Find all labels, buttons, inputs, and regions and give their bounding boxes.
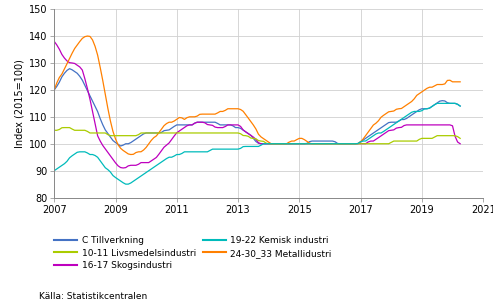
10-11 Livsmedelsindustri bbox=[136, 133, 141, 136]
19-22 Kemisk industri bbox=[123, 182, 129, 186]
Line: 19-22 Kemisk industri: 19-22 Kemisk industri bbox=[54, 103, 460, 184]
10-11 Livsmedelsindustri bbox=[457, 136, 463, 140]
Text: Källa: Statistikcentralen: Källa: Statistikcentralen bbox=[39, 292, 148, 301]
C Tillverkning bbox=[171, 125, 177, 128]
C Tillverkning bbox=[442, 99, 448, 103]
19-22 Kemisk industri bbox=[279, 142, 284, 146]
10-11 Livsmedelsindustri bbox=[62, 126, 68, 130]
19-22 Kemisk industri bbox=[169, 155, 175, 159]
19-22 Kemisk industri bbox=[317, 142, 323, 146]
Line: 24-30_33 Metallidustri: 24-30_33 Metallidustri bbox=[54, 36, 460, 154]
Line: C Tillverkning: C Tillverkning bbox=[54, 69, 460, 146]
24-30_33 Metallidustri bbox=[457, 80, 463, 84]
10-11 Livsmedelsindustri bbox=[319, 142, 325, 146]
Line: 16-17 Skogsindustri: 16-17 Skogsindustri bbox=[54, 41, 460, 168]
16-17 Skogsindustri bbox=[279, 142, 284, 146]
24-30_33 Metallidustri bbox=[281, 142, 287, 146]
16-17 Skogsindustri bbox=[317, 142, 323, 146]
10-11 Livsmedelsindustri bbox=[266, 142, 272, 146]
19-22 Kemisk industri bbox=[136, 176, 141, 180]
C Tillverkning bbox=[457, 104, 463, 108]
C Tillverkning bbox=[118, 144, 124, 148]
24-30_33 Metallidustri bbox=[138, 150, 144, 154]
24-30_33 Metallidustri bbox=[442, 82, 448, 86]
19-22 Kemisk industri bbox=[51, 169, 57, 172]
19-22 Kemisk industri bbox=[457, 104, 463, 108]
24-30_33 Metallidustri bbox=[51, 88, 57, 92]
Legend: C Tillverkning, 10-11 Livsmedelsindustri, 16-17 Skogsindustri, 19-22 Kemisk indu: C Tillverkning, 10-11 Livsmedelsindustri… bbox=[54, 236, 331, 270]
10-11 Livsmedelsindustri bbox=[51, 129, 57, 132]
16-17 Skogsindustri bbox=[386, 129, 391, 133]
10-11 Livsmedelsindustri bbox=[388, 140, 394, 144]
10-11 Livsmedelsindustri bbox=[281, 142, 287, 146]
16-17 Skogsindustri bbox=[457, 142, 463, 146]
C Tillverkning bbox=[319, 139, 325, 143]
24-30_33 Metallidustri bbox=[319, 142, 325, 146]
Line: 10-11 Livsmedelsindustri: 10-11 Livsmedelsindustri bbox=[54, 128, 460, 144]
16-17 Skogsindustri bbox=[439, 123, 445, 127]
16-17 Skogsindustri bbox=[169, 138, 175, 141]
16-17 Skogsindustri bbox=[51, 40, 57, 43]
19-22 Kemisk industri bbox=[386, 126, 391, 130]
C Tillverkning bbox=[388, 120, 394, 124]
10-11 Livsmedelsindustri bbox=[169, 131, 175, 135]
Y-axis label: Index (2015=100): Index (2015=100) bbox=[15, 59, 25, 148]
C Tillverkning bbox=[138, 134, 144, 137]
C Tillverkning bbox=[51, 88, 57, 92]
16-17 Skogsindustri bbox=[136, 162, 141, 166]
24-30_33 Metallidustri bbox=[128, 153, 134, 156]
19-22 Kemisk industri bbox=[442, 102, 448, 105]
24-30_33 Metallidustri bbox=[84, 34, 90, 38]
C Tillverkning bbox=[281, 142, 287, 146]
10-11 Livsmedelsindustri bbox=[442, 134, 448, 137]
19-22 Kemisk industri bbox=[434, 102, 440, 105]
C Tillverkning bbox=[67, 67, 72, 71]
16-17 Skogsindustri bbox=[120, 166, 126, 170]
24-30_33 Metallidustri bbox=[388, 110, 394, 113]
24-30_33 Metallidustri bbox=[171, 119, 177, 123]
